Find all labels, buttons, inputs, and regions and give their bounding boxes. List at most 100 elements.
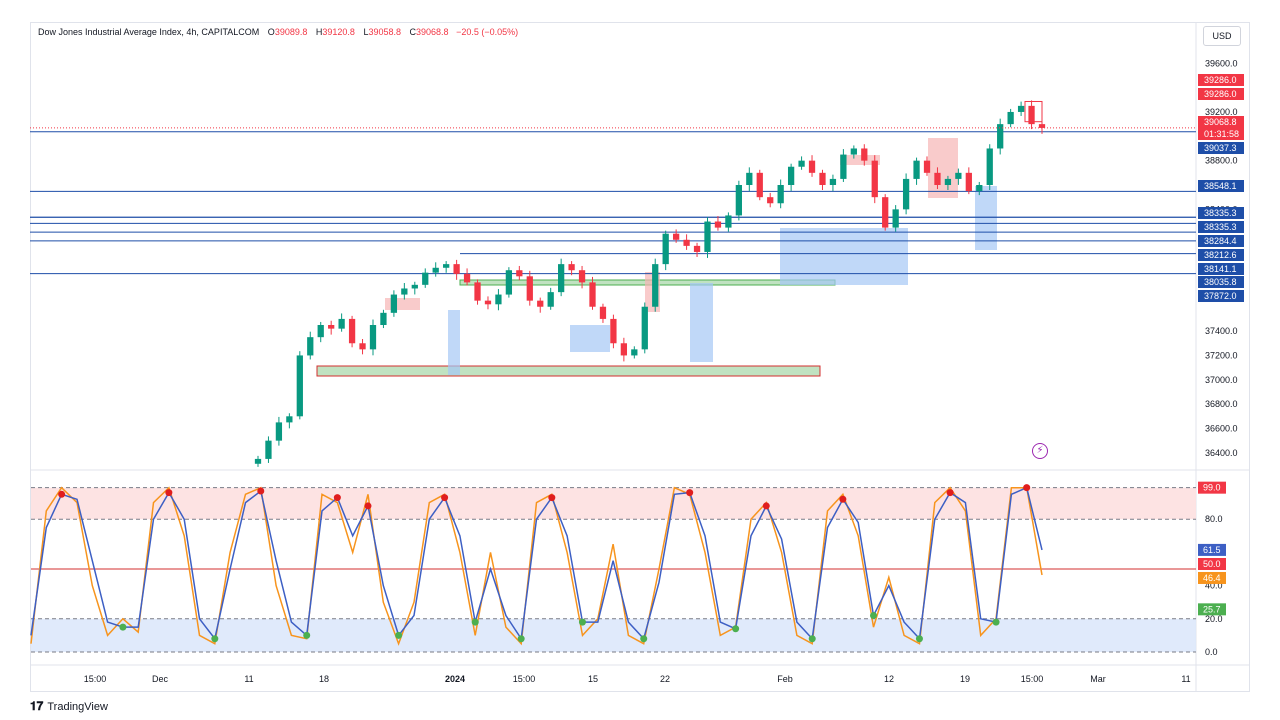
candle-body — [547, 292, 554, 307]
price-tag-label: 38548.1 — [1204, 181, 1237, 191]
candle-body — [965, 172, 972, 192]
price-tag — [1198, 276, 1244, 288]
demand-zone-blue-jan — [448, 310, 460, 375]
tradingview-logo-icon: 𝟏𝟕 — [30, 699, 44, 713]
time-tick-label: Feb — [777, 674, 793, 684]
candle-body — [390, 294, 398, 313]
candle-body — [725, 215, 732, 228]
price-tick-label: 39200.0 — [1205, 107, 1238, 117]
osc-tick-label: 40.0 — [1205, 581, 1223, 591]
demand-zone-blue-small — [570, 325, 610, 352]
candle-body — [317, 325, 324, 338]
candle-body — [578, 270, 586, 283]
price-tag — [1198, 142, 1244, 154]
demand-zone-blue-mid — [690, 283, 713, 362]
price-tag — [1198, 88, 1244, 100]
candle-body — [254, 458, 262, 464]
candle-body — [892, 209, 899, 228]
cross-up-dot — [211, 635, 219, 643]
time-tick-label: 22 — [660, 674, 670, 684]
candle-body — [537, 300, 544, 307]
candle-body — [620, 343, 628, 356]
price-tag-label: 37872.0 — [1204, 291, 1237, 301]
cross-up-dot — [395, 631, 403, 639]
price-tag-label: 38035.8 — [1204, 277, 1237, 287]
cross-up-dot — [471, 618, 479, 626]
price-tag-label: 39068.8 — [1204, 117, 1237, 127]
osc-tick-label: 80.0 — [1205, 514, 1223, 524]
candle-body — [275, 422, 283, 441]
candle-body — [296, 355, 303, 417]
price-tick-label: 36600.0 — [1205, 423, 1238, 433]
cross-down-dot — [839, 495, 847, 503]
price-tick-label: 36400.0 — [1205, 448, 1238, 458]
cross-down-dot — [686, 489, 694, 497]
candle-body — [787, 166, 795, 185]
candle-body — [829, 178, 837, 185]
time-tick-label: 18 — [319, 674, 329, 684]
candle-body — [1007, 111, 1014, 125]
cross-down-dot — [441, 494, 449, 502]
low-label: L — [363, 27, 369, 37]
candle-body — [955, 172, 962, 179]
candle-body — [631, 349, 638, 356]
price-tick-label: 36800.0 — [1205, 399, 1238, 409]
high-label: H — [315, 27, 323, 37]
symbol-name: Dow Jones Industrial Average Index, 4h, … — [38, 27, 260, 37]
candle-body — [902, 178, 910, 210]
candle-body — [495, 294, 502, 305]
time-tick-label: 15:00 — [84, 674, 107, 684]
candle-body — [1028, 105, 1035, 125]
time-tick-label: 2024 — [445, 674, 465, 684]
symbol-legend[interactable]: Dow Jones Industrial Average Index, 4h, … — [38, 27, 518, 37]
time-tick-label: 11 — [244, 674, 253, 684]
brand-name: TradingView — [47, 700, 108, 713]
price-tick-label: 37400.0 — [1205, 326, 1238, 336]
candle-body — [348, 318, 356, 344]
candle-body — [599, 306, 607, 319]
close-label: C — [409, 27, 417, 37]
demand-zone-blue-late — [975, 186, 997, 250]
osc-tag-label: 46.4 — [1203, 573, 1221, 583]
price-tag-label: 39286.0 — [1204, 89, 1237, 99]
osc-tag-label: 61.5 — [1203, 545, 1221, 555]
high-value: 39120.8 — [322, 27, 355, 37]
candle-body — [589, 282, 596, 307]
candle-body — [422, 272, 429, 285]
oversold-band — [31, 618, 1196, 652]
chart-frame — [30, 22, 1250, 692]
candle-body — [610, 318, 617, 344]
osc-tag — [1198, 603, 1226, 616]
cross-down-dot — [1023, 484, 1031, 492]
currency-button[interactable]: USD — [1203, 26, 1241, 46]
supply-zone-feb-late — [928, 138, 958, 198]
osc-tag — [1198, 558, 1226, 570]
candle-body — [474, 282, 481, 301]
time-tick-label: 15 — [588, 674, 598, 684]
lightning-icon[interactable]: ⚡ — [1032, 443, 1048, 459]
candle-body — [819, 172, 826, 185]
time-tick-label: 19 — [960, 674, 970, 684]
osc-tick-label: 0.0 — [1205, 647, 1218, 657]
tradingview-logo[interactable]: 𝟏𝟕 TradingView — [30, 699, 108, 714]
cross-down-dot — [165, 489, 173, 497]
candle-body — [704, 221, 711, 252]
candle-body — [767, 197, 774, 204]
candle-body — [505, 270, 513, 295]
price-tick-label: 39600.0 — [1205, 58, 1238, 68]
price-tag — [1198, 235, 1244, 247]
candle-body — [683, 239, 690, 246]
overbought-band — [31, 487, 1196, 520]
cross-up-dot — [517, 635, 525, 643]
cross-up-dot — [992, 618, 1000, 626]
candle-body — [1017, 105, 1025, 112]
candle-body — [976, 185, 983, 192]
cross-up-dot — [915, 635, 923, 643]
candle-body — [777, 185, 784, 204]
supply-zone-dec — [385, 298, 420, 310]
cross-down-dot — [762, 502, 770, 510]
candle-body — [526, 276, 533, 301]
osc-tag-label: 50.0 — [1203, 559, 1221, 569]
price-tag — [1198, 290, 1244, 302]
